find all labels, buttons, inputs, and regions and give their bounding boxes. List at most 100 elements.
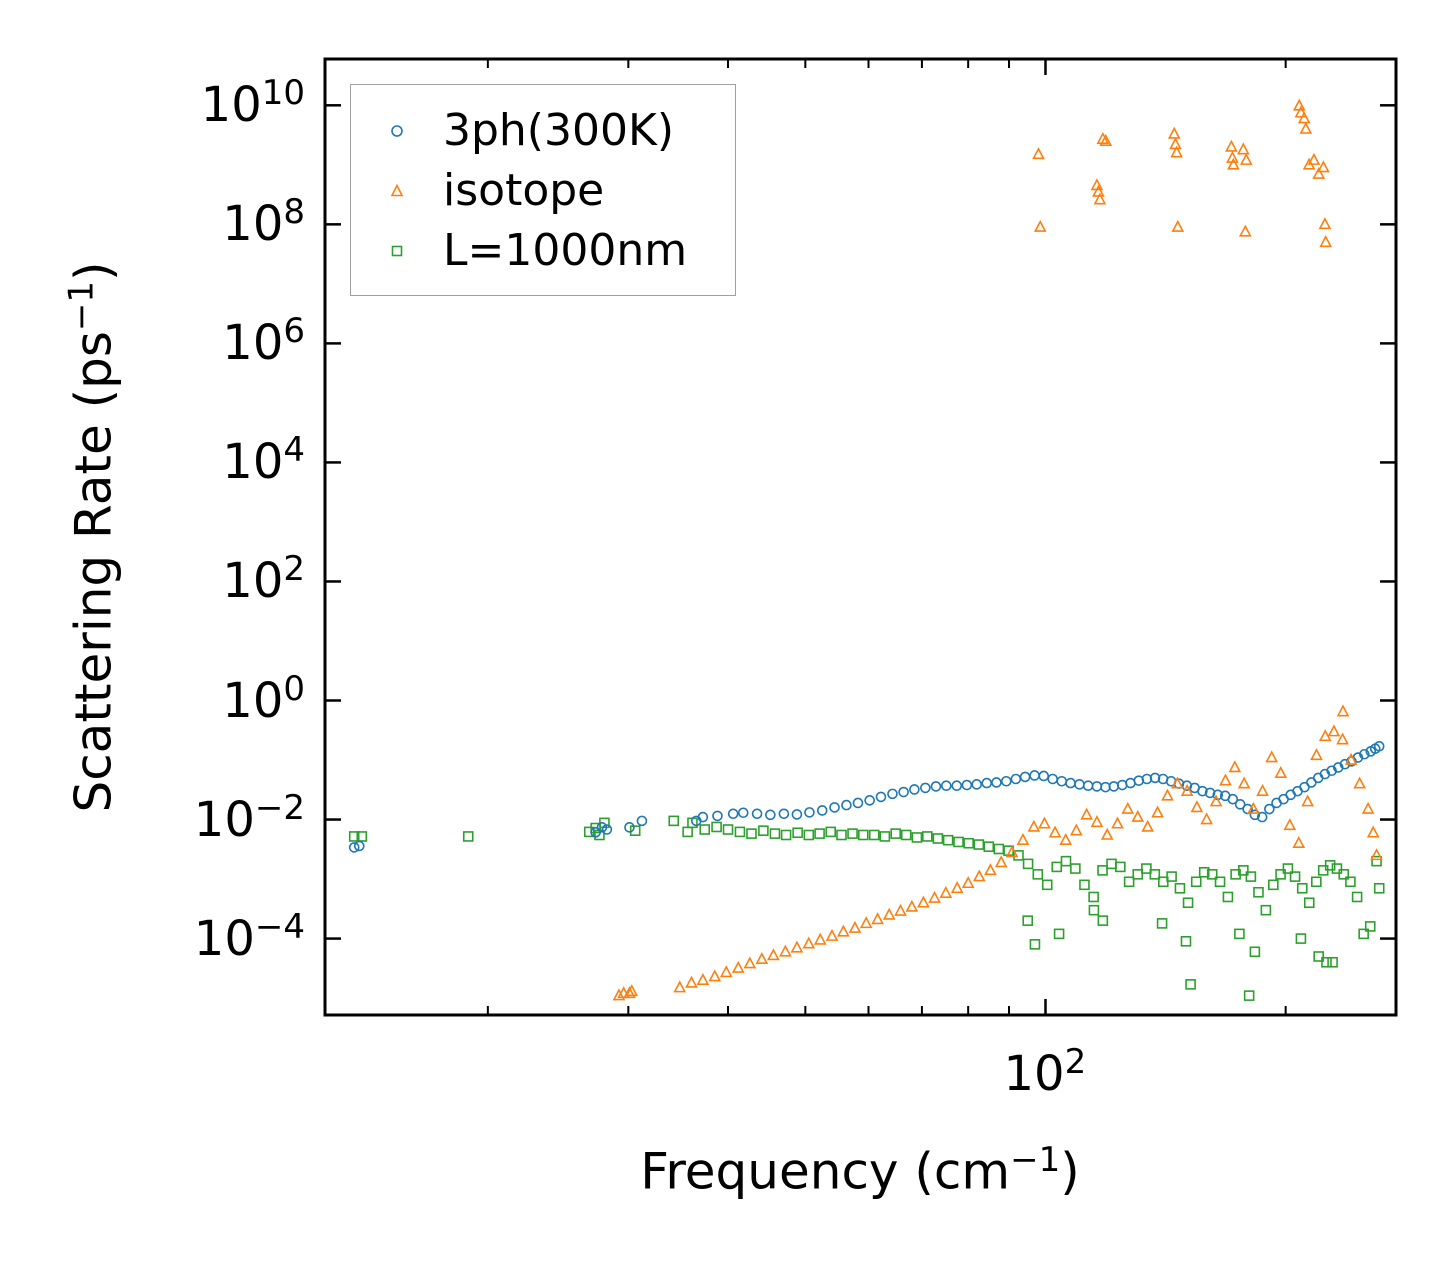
point-isotope — [685, 975, 698, 988]
point-boundary — [1295, 933, 1307, 944]
legend-entry-boundary: L=1000nm — [351, 225, 737, 277]
point-isotope — [1228, 760, 1242, 773]
y-tick-label: 100 — [222, 668, 305, 729]
point-3ph — [816, 805, 828, 816]
series-square — [348, 815, 1385, 1001]
point-3ph — [697, 811, 709, 823]
point-isotope — [928, 890, 941, 903]
point-boundary — [792, 827, 803, 839]
point-3ph — [920, 782, 931, 794]
point-boundary — [769, 828, 781, 839]
point-boundary — [1345, 876, 1356, 888]
point-3ph — [1038, 770, 1050, 782]
point-isotope — [813, 932, 827, 945]
point-boundary — [1182, 897, 1194, 909]
legend-label-boundary: L=1000nm — [443, 225, 688, 276]
point-isotope — [1344, 752, 1358, 765]
point-3ph — [1149, 772, 1161, 784]
point-isotope — [1093, 192, 1107, 205]
point-3ph — [765, 809, 776, 821]
point-boundary — [1364, 921, 1376, 932]
legend: 3ph(300K) isotope L=1000nm — [350, 84, 736, 296]
circle-marker-icon — [391, 125, 403, 137]
point-3ph — [852, 797, 864, 809]
point-isotope — [1238, 224, 1252, 237]
point-isotope — [1171, 776, 1184, 789]
point-boundary — [1060, 855, 1072, 867]
point-3ph — [1332, 762, 1344, 773]
point-boundary — [356, 831, 368, 842]
point-3ph — [1019, 771, 1031, 783]
point-boundary — [1097, 915, 1109, 926]
point-isotope — [1080, 807, 1093, 820]
point-3ph — [940, 780, 952, 792]
legend-entry-isotope: isotope — [351, 165, 737, 217]
point-boundary — [922, 831, 933, 842]
point-3ph — [1056, 775, 1068, 787]
point-isotope — [1032, 147, 1045, 160]
point-boundary — [1324, 860, 1336, 871]
point-3ph — [1373, 741, 1385, 752]
x-axis-label: Frequency (cm−1) — [640, 1140, 1080, 1201]
point-isotope — [625, 984, 639, 997]
point-boundary — [1185, 979, 1196, 990]
point-isotope — [917, 895, 930, 908]
point-isotope — [1256, 783, 1269, 796]
point-boundary — [825, 826, 837, 838]
point-isotope — [825, 928, 839, 941]
point-isotope — [1327, 724, 1341, 737]
point-boundary — [1174, 882, 1186, 894]
point-3ph — [930, 781, 942, 792]
point-isotope — [708, 969, 722, 982]
point-isotope — [1100, 827, 1114, 840]
point-isotope — [623, 986, 636, 999]
point-boundary — [890, 828, 902, 839]
point-boundary — [847, 828, 858, 839]
point-boundary — [780, 829, 792, 841]
point-isotope — [731, 960, 745, 973]
point-boundary — [1222, 891, 1234, 903]
point-3ph — [1047, 773, 1058, 785]
point-boundary — [1149, 869, 1161, 880]
point-isotope — [1180, 783, 1194, 796]
point-boundary — [942, 834, 954, 846]
point-isotope — [1336, 732, 1349, 745]
point-boundary — [1070, 863, 1081, 874]
point-isotope — [1247, 801, 1260, 814]
point-isotope — [1274, 766, 1288, 779]
point-boundary — [1249, 946, 1261, 958]
point-isotope — [612, 988, 626, 1001]
point-boundary — [1234, 928, 1245, 940]
point-isotope — [859, 916, 873, 929]
point-3ph — [981, 777, 993, 789]
point-3ph — [1256, 811, 1268, 823]
y-axis-label: Scattering Rate (ps−1) — [61, 261, 123, 813]
point-isotope — [1292, 98, 1306, 111]
point-isotope — [905, 899, 919, 912]
point-isotope — [1171, 219, 1185, 232]
point-isotope — [1294, 105, 1308, 118]
point-boundary — [1022, 915, 1034, 926]
point-3ph — [624, 822, 635, 833]
point-3ph — [887, 788, 898, 800]
point-boundary — [1106, 858, 1117, 870]
point-boundary — [932, 833, 944, 844]
point-isotope — [1131, 809, 1145, 822]
point-3ph — [1091, 781, 1103, 792]
point-3ph — [961, 779, 973, 791]
y-tick-label: 10−4 — [193, 906, 305, 967]
point-isotope — [1048, 825, 1062, 838]
point-boundary — [1166, 871, 1177, 882]
point-isotope — [1209, 794, 1223, 807]
point-boundary — [1206, 869, 1218, 880]
point-boundary — [1313, 951, 1324, 962]
point-3ph — [636, 815, 648, 827]
point-isotope — [1317, 160, 1330, 173]
point-3ph — [1227, 793, 1239, 805]
point-boundary — [1358, 928, 1369, 940]
point-isotope — [837, 924, 850, 937]
point-isotope — [1366, 825, 1380, 838]
point-boundary — [1373, 882, 1385, 894]
point-boundary — [1331, 863, 1343, 874]
